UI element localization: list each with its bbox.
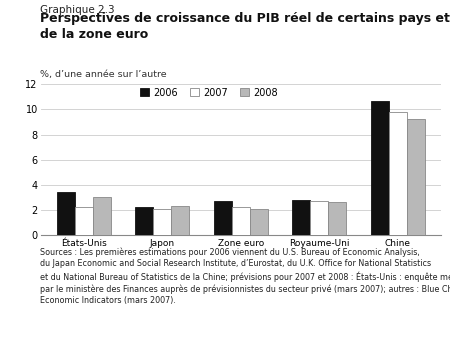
Bar xyxy=(135,207,153,235)
Bar xyxy=(232,207,250,235)
Bar xyxy=(75,207,93,235)
Text: Perspectives de croissance du PIB réel de certains pays et
de la zone euro: Perspectives de croissance du PIB réel d… xyxy=(40,12,450,41)
Bar xyxy=(171,206,189,235)
Bar xyxy=(214,201,232,235)
Bar xyxy=(93,197,111,235)
Bar xyxy=(371,101,389,235)
Bar xyxy=(389,112,407,235)
Bar xyxy=(328,203,346,235)
Bar xyxy=(407,119,425,235)
Bar xyxy=(292,200,310,235)
Legend: 2006, 2007, 2008: 2006, 2007, 2008 xyxy=(140,88,278,98)
Text: %, d’une année sur l’autre: %, d’une année sur l’autre xyxy=(40,70,167,79)
Bar xyxy=(57,192,75,235)
Text: Sources : Les premières estimations pour 2006 viennent du U.S. Bureau of Economi: Sources : Les premières estimations pour… xyxy=(40,247,450,305)
Text: Graphique 2.3: Graphique 2.3 xyxy=(40,5,115,15)
Bar xyxy=(310,201,328,235)
Bar xyxy=(153,209,171,235)
Bar xyxy=(250,209,268,235)
